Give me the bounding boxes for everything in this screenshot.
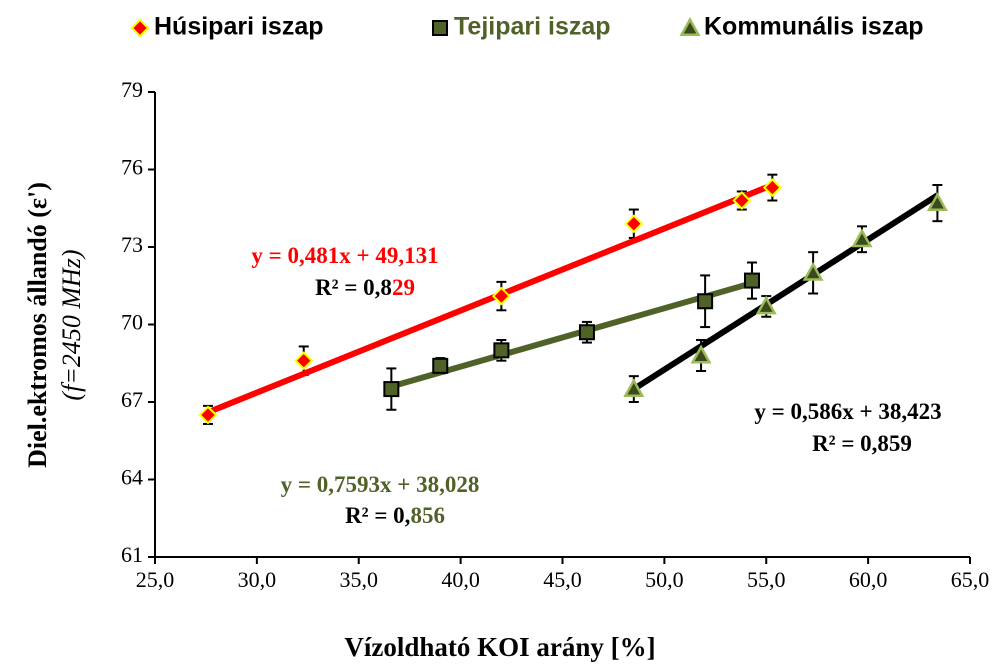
x-tick-label: 55,0 bbox=[747, 567, 786, 592]
annotation: y = 0,481x + 49,131 bbox=[251, 243, 438, 268]
marker bbox=[697, 293, 714, 310]
annotation-part: 856 bbox=[410, 503, 445, 528]
marker bbox=[432, 20, 448, 36]
marker bbox=[926, 192, 948, 212]
marker bbox=[690, 344, 712, 364]
y-tick-label: 79 bbox=[121, 77, 143, 102]
y-tick-label: 73 bbox=[121, 232, 143, 257]
legend-label: Tejipari iszap bbox=[454, 13, 611, 41]
y-tick-label: 61 bbox=[121, 542, 143, 567]
marker bbox=[802, 261, 824, 281]
y-tick-label: 70 bbox=[121, 310, 143, 335]
x-tick-label: 45,0 bbox=[543, 567, 582, 592]
annotation-part: 29 bbox=[392, 275, 415, 300]
y-tick-label: 76 bbox=[121, 155, 143, 180]
annotation: y = 0,7593x + 38,028 bbox=[281, 472, 480, 497]
trend-line bbox=[206, 182, 774, 416]
x-tick-label: 30,0 bbox=[238, 567, 277, 592]
marker bbox=[294, 351, 314, 371]
marker bbox=[623, 378, 645, 398]
x-tick-label: 65,0 bbox=[951, 567, 990, 592]
x-tick-label: 25,0 bbox=[136, 567, 175, 592]
trend-line bbox=[632, 192, 940, 392]
marker bbox=[383, 381, 400, 398]
y-axis-label-2: (f=2450 MHz) bbox=[57, 249, 86, 400]
marker bbox=[491, 286, 511, 306]
marker bbox=[755, 295, 777, 315]
marker bbox=[624, 214, 644, 234]
y-tick-label: 64 bbox=[121, 465, 143, 490]
marker bbox=[679, 17, 701, 36]
annotation: y = 0,586x + 38,423 bbox=[754, 399, 941, 424]
marker bbox=[198, 405, 218, 425]
annotation-part: R² = 0,8 bbox=[315, 275, 392, 300]
marker bbox=[130, 18, 150, 38]
annotation: R² = 0,856 bbox=[345, 503, 445, 528]
marker bbox=[578, 324, 595, 341]
annotation-part: y = 0,7593x + 38,028 bbox=[281, 472, 480, 497]
annotation-part: y = 0,481x + 49,131 bbox=[251, 243, 438, 268]
y-tick-label: 67 bbox=[121, 387, 143, 412]
marker bbox=[432, 357, 449, 374]
annotation-part: R² = 0, bbox=[345, 503, 410, 528]
x-tick-label: 35,0 bbox=[340, 567, 379, 592]
marker bbox=[732, 191, 752, 210]
annotation: R² = 0,859 bbox=[812, 431, 912, 456]
legend-label: Kommunális iszap bbox=[704, 13, 924, 41]
annotation-part: y = 0,586x + 38,423 bbox=[754, 399, 941, 424]
annotation: R² = 0,829 bbox=[315, 275, 415, 300]
marker bbox=[493, 342, 510, 359]
marker bbox=[762, 178, 782, 198]
marker bbox=[851, 228, 873, 248]
x-tick-label: 50,0 bbox=[645, 567, 684, 592]
x-tick-label: 40,0 bbox=[441, 567, 480, 592]
y-axis-label: Diel.ektromos állandó (ε') bbox=[23, 182, 52, 468]
trend-line bbox=[390, 280, 753, 390]
marker bbox=[743, 272, 760, 289]
x-axis-label: Vízoldható KOI arány [%] bbox=[344, 632, 655, 662]
annotation-part: R² = 0,859 bbox=[812, 431, 912, 456]
x-tick-label: 60,0 bbox=[849, 567, 888, 592]
legend-label: Húsipari iszap bbox=[154, 13, 324, 41]
